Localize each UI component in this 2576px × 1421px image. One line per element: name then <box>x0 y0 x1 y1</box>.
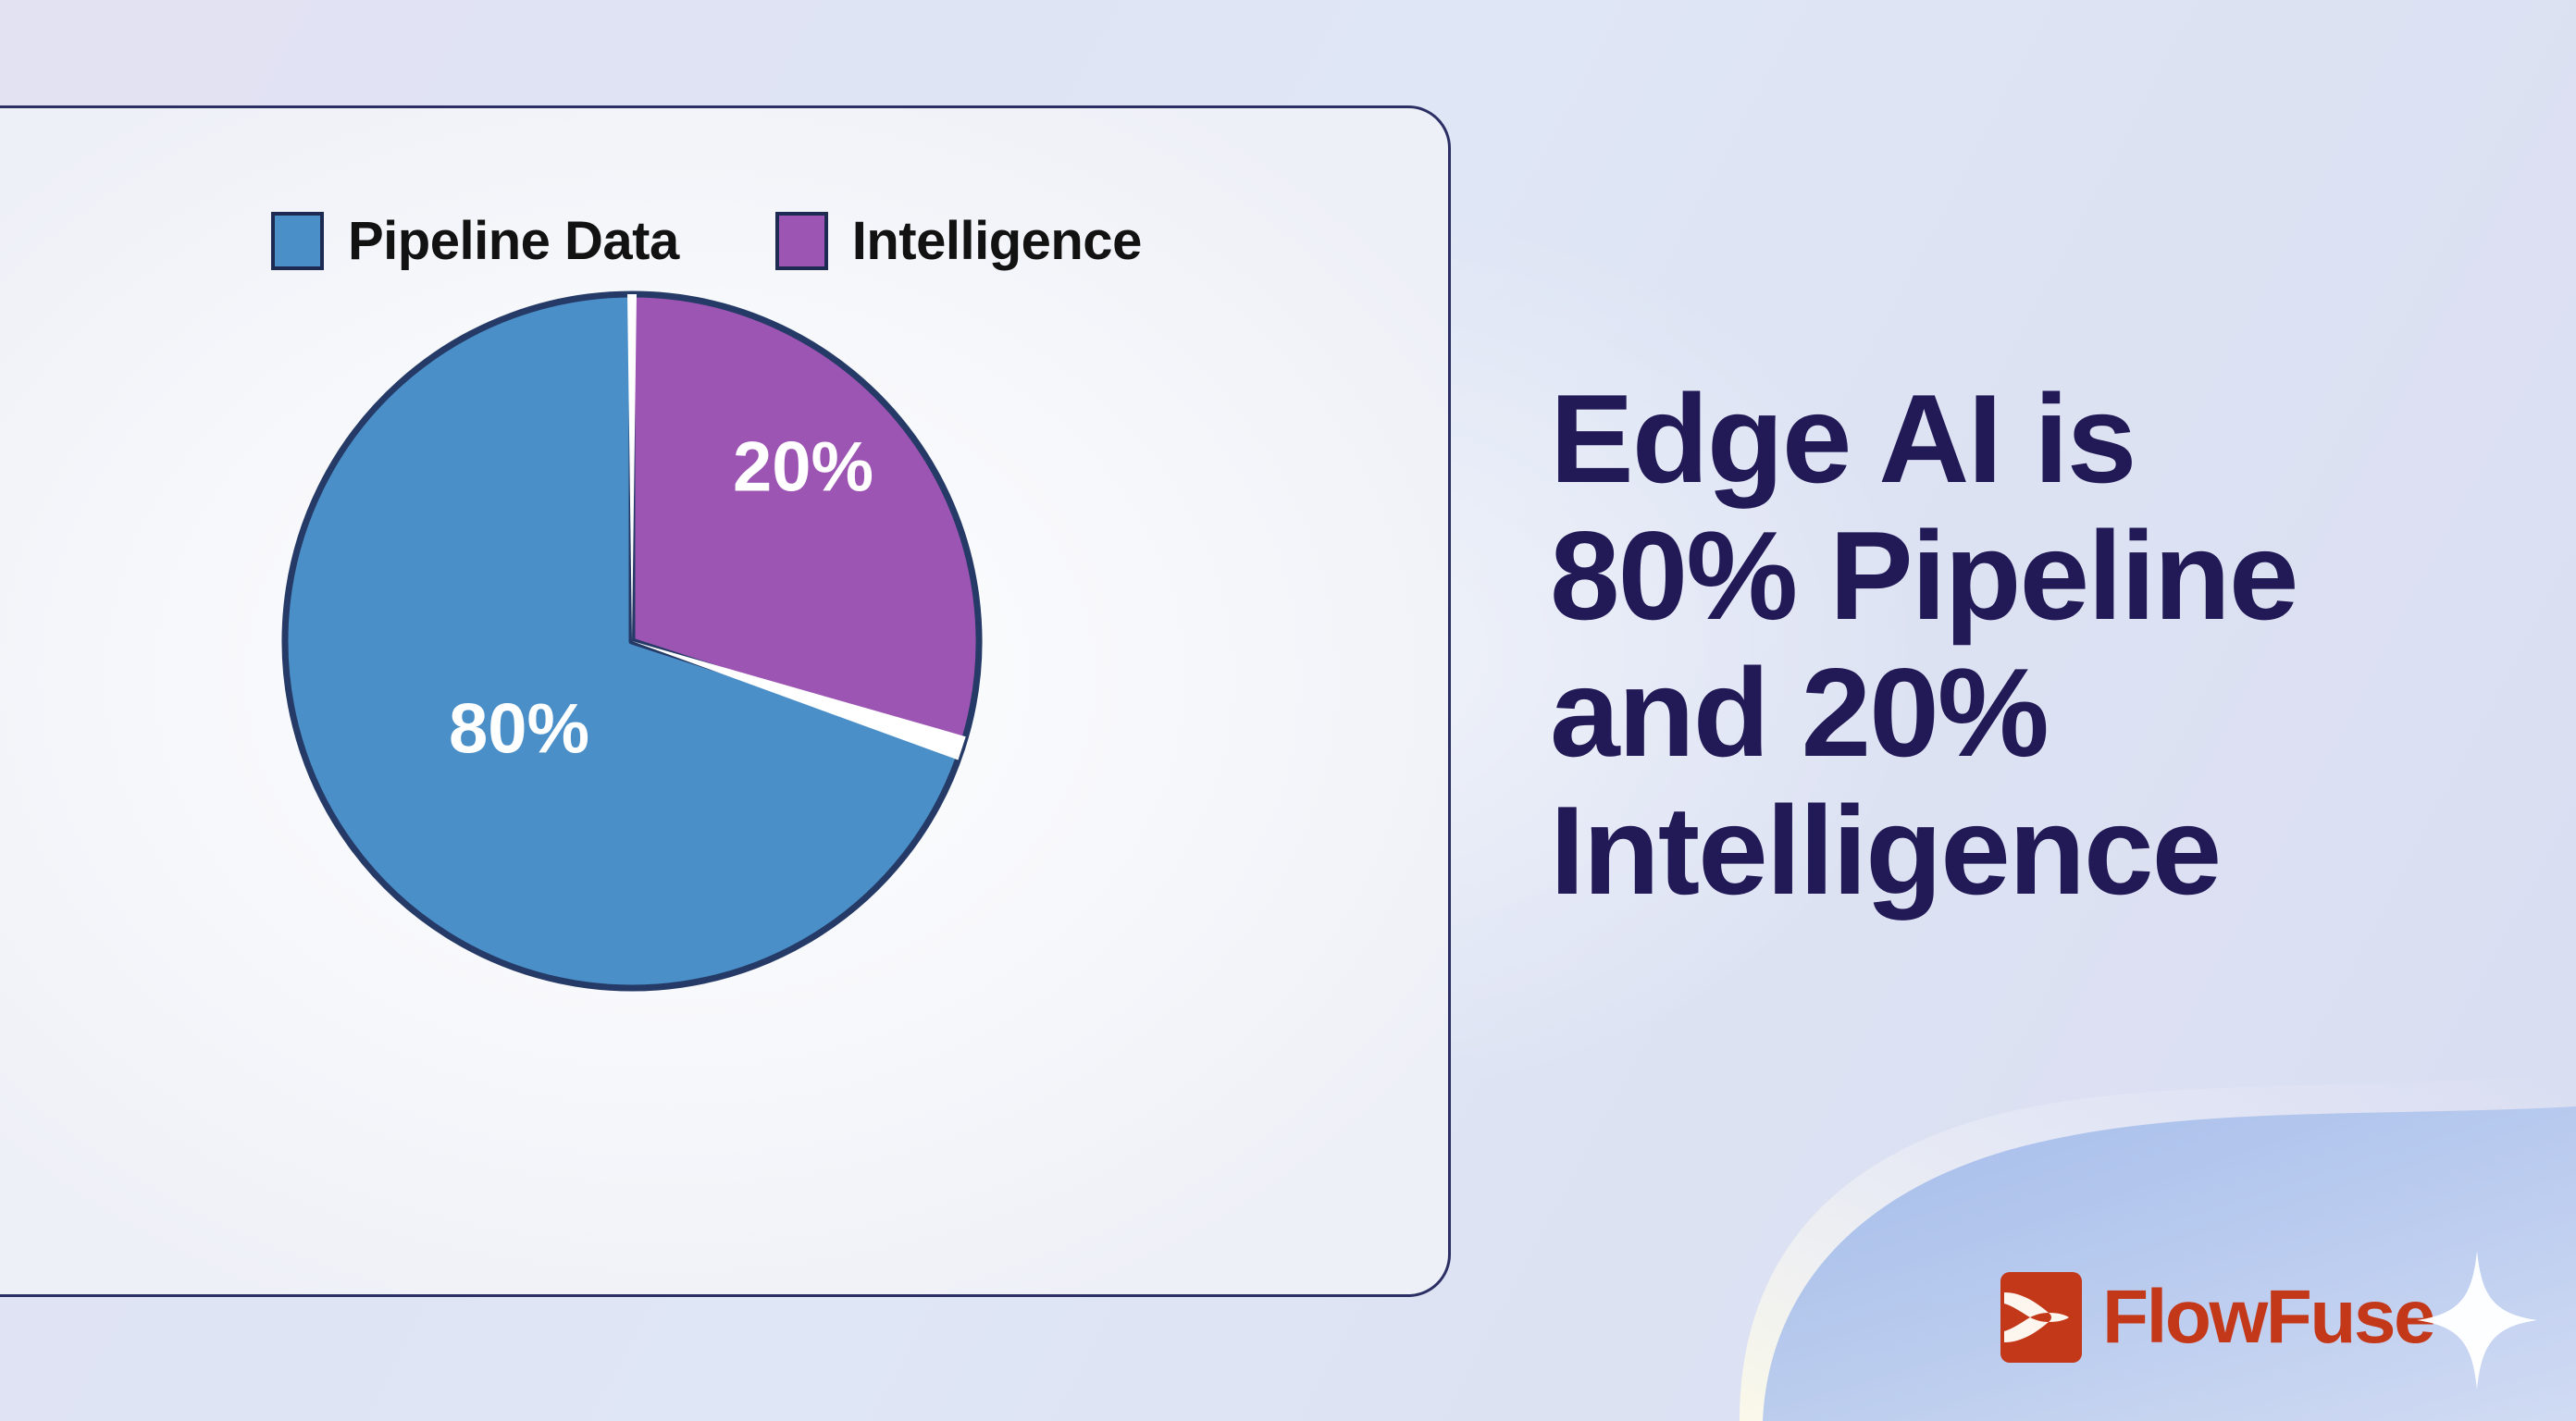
pie-chart: 20% 80% <box>262 271 1002 1011</box>
legend-label-intelligence: Intelligence <box>851 211 1143 271</box>
brand-wordmark: FlowFuse <box>2102 1275 2436 1359</box>
chart-legend: Pipeline Data Intelligence <box>271 210 1142 272</box>
flowfuse-logo-icon <box>2000 1272 2082 1363</box>
pie-chart-svg: 20% 80% <box>281 290 983 992</box>
legend-item-intelligence[interactable]: Intelligence <box>774 210 1143 272</box>
chart-card: Pipeline Data Intelligence 20% 80% <box>0 105 1451 1297</box>
pie-gap-diagonal <box>632 641 966 760</box>
pie-slice-pipeline-data[interactable] <box>281 290 966 992</box>
legend-label-pipeline-data: Pipeline Data <box>348 211 679 271</box>
headline-line-2: 80% Pipeline <box>1550 505 2298 647</box>
pie-label-intelligence: 20% <box>733 428 873 507</box>
sparkle-icon <box>2417 1251 2537 1390</box>
brand-logo[interactable]: FlowFuse <box>2000 1269 2436 1365</box>
headline-line-3: and 20% <box>1550 642 2050 784</box>
pie-gap-top <box>627 294 637 641</box>
headline-line-4: Intelligence <box>1550 779 2222 921</box>
pie-label-pipeline-data: 80% <box>449 690 589 769</box>
pie-slice-intelligence[interactable] <box>628 290 983 752</box>
headline-line-1: Edge AI is <box>1550 368 2136 509</box>
headline: Edge AI is 80% Pipeline and 20% Intellig… <box>1550 370 2484 919</box>
legend-item-pipeline-data[interactable]: Pipeline Data <box>271 210 679 272</box>
legend-swatch-icon-intelligence <box>774 212 828 270</box>
legend-swatch-icon-pipeline-data <box>271 212 324 270</box>
